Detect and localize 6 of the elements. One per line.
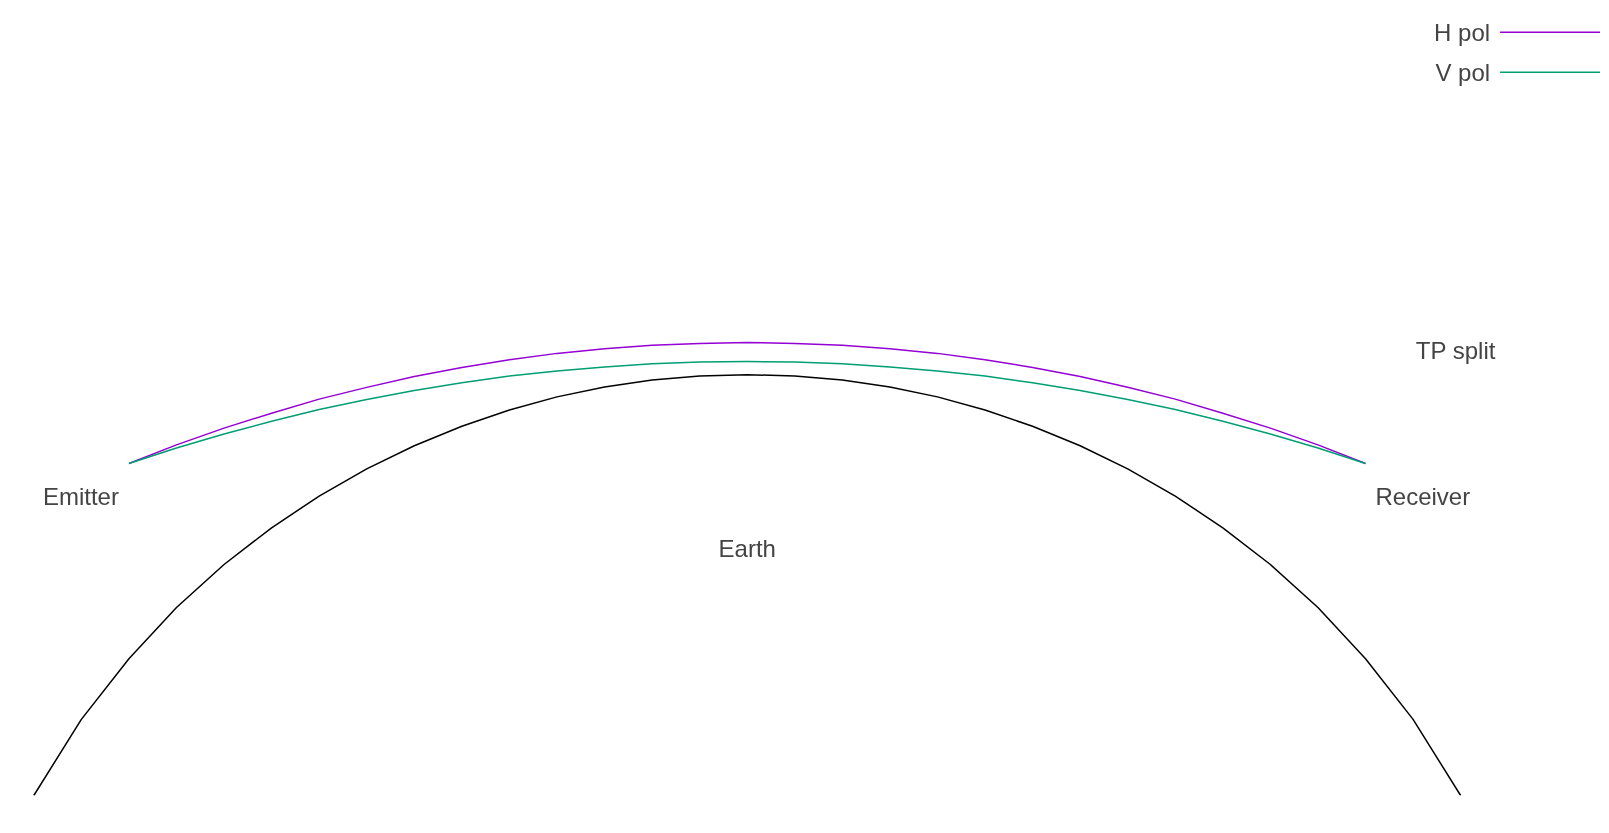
legend-label: V pol [1435, 58, 1491, 86]
annotation: Earth [718, 534, 776, 562]
annotation: Receiver [1375, 483, 1471, 511]
annotation: TP split [1415, 337, 1496, 365]
legend-label: H pol [1434, 18, 1491, 46]
annotation: Emitter [42, 483, 119, 511]
